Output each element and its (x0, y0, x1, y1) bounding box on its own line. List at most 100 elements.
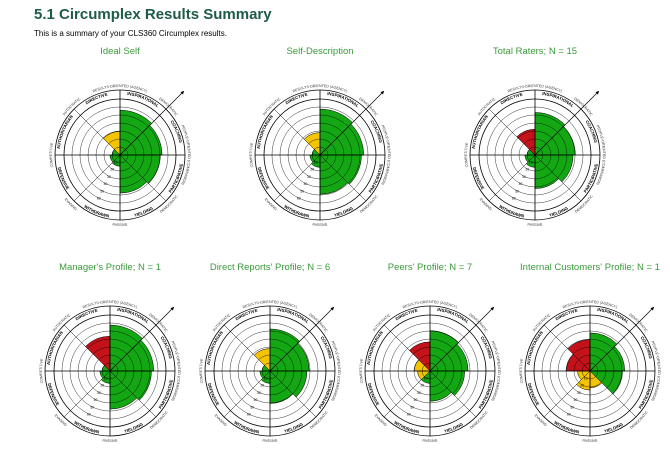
ring-label: 40 (104, 182, 108, 186)
ring-label: 60 (97, 197, 101, 201)
ring-label: 60 (512, 197, 516, 201)
circumplex-svg: INSPIRATIONALCOACHINGPARTICIPATIVEYIELDI… (199, 300, 341, 443)
ring-label: 10 (114, 160, 118, 164)
circumplex-svg: INSPIRATIONALCOACHINGPARTICIPATIVEYIELDI… (249, 84, 391, 227)
spoke-line (273, 108, 321, 156)
circumplex-svg: INSPIRATIONALCOACHINGPARTICIPATIVEYIELDI… (464, 84, 606, 227)
chart-title: Peers' Profile; N = 7 (387, 262, 473, 273)
ring-label: 50 (250, 405, 254, 409)
spoke-line (63, 324, 111, 372)
ring-label: 40 (574, 398, 578, 402)
direction-arrow (119, 90, 185, 156)
spoke-line (73, 154, 121, 202)
outer-label: COMPETITIVE (49, 142, 54, 168)
ring-label: 60 (87, 413, 91, 417)
octant-label: INSPIRATIONAL (597, 307, 630, 325)
circumplex-chart: Ideal Self INSPIRATIONAL COACHING PARTICIPA… (45, 46, 195, 246)
octant-label: INSPIRATIONAL (127, 91, 160, 109)
outer-label: COMPETITIVE (464, 142, 469, 168)
chart-title: Manager's Profile; N = 1 (59, 262, 161, 273)
outer-label: COMPETITIVE (519, 358, 524, 384)
direction-arrow (109, 306, 175, 372)
circumplex-chart: Peers' Profile; N = 7 INSPIRATIONAL COACHI… (355, 262, 505, 462)
spoke-line (383, 370, 431, 418)
spoke-line (109, 370, 157, 418)
outer-label: PASSIVE (102, 439, 118, 443)
circumplex-chart: Manager's Profile; N = 1 INSPIRATIONAL COA… (35, 262, 185, 462)
ring-label: 10 (584, 376, 588, 380)
spoke-line (119, 154, 167, 202)
direction-arrow (319, 90, 385, 156)
outer-label: COMPETITIVE (39, 358, 44, 384)
ring-label: 50 (300, 189, 304, 193)
ring-label: 20 (310, 168, 314, 172)
chart-title: Direct Reports' Profile; N = 6 (209, 262, 331, 273)
ring-label: 30 (107, 175, 111, 179)
page: 5.1 Circumplex Results Summary This is a… (34, 6, 661, 443)
chart-title: Total Raters; N = 15 (492, 46, 578, 57)
spoke-line (488, 154, 536, 202)
octant-label: INSPIRATIONAL (437, 307, 470, 325)
spoke-line (273, 154, 321, 202)
ring-label: 50 (410, 405, 414, 409)
circumplex-svg: INSPIRATIONALCOACHINGPARTICIPATIVEYIELDI… (519, 300, 661, 443)
octant-label: INSPIRATIONAL (277, 307, 310, 325)
spoke-line (223, 370, 271, 418)
ring-label: 30 (522, 175, 526, 179)
spoke-line (543, 370, 591, 418)
outer-label: COMPETITIVE (199, 358, 204, 384)
ring-label: 20 (260, 384, 264, 388)
octant-label: INSPIRATIONAL (117, 307, 150, 325)
wedge-directive (253, 348, 271, 372)
octant-label: INSPIRATIONAL (542, 91, 575, 109)
ring-label: 20 (100, 384, 104, 388)
outer-label: COMPETITIVE (249, 142, 254, 168)
outer-label: PASSIVE (262, 439, 278, 443)
ring-label: 10 (104, 376, 108, 380)
ring-label: 10 (424, 376, 428, 380)
wedge-directive (103, 131, 121, 156)
ring-label: 30 (97, 391, 101, 395)
ring-label: 20 (110, 168, 114, 172)
spoke-line (488, 108, 536, 156)
outer-label: PASSIVE (112, 223, 128, 227)
page-subtitle: This is a summary of your CLS360 Circump… (34, 29, 227, 38)
ring-label: 60 (407, 413, 411, 417)
circumplex-chart: Direct Reports' Profile; N = 6 INSPIRATIO… (195, 262, 345, 462)
ring-label: 10 (314, 160, 318, 164)
ring-label: 40 (254, 398, 258, 402)
ring-label: 60 (297, 197, 301, 201)
ring-label: 10 (264, 376, 268, 380)
outer-label: PASSIVE (422, 439, 438, 443)
direction-arrow (429, 306, 495, 372)
ring-label: 20 (580, 384, 584, 388)
chart-title: Internal Customers' Profile; N = 1 (520, 262, 660, 273)
spoke-line (319, 154, 367, 202)
ring-label: 50 (515, 189, 519, 193)
ring-label: 30 (417, 391, 421, 395)
ring-label: 20 (525, 168, 529, 172)
circumplex-chart: Total Raters; N = 15 INSPIRATIONAL COACHIN… (460, 46, 610, 246)
octant-label: INSPIRATIONAL (327, 91, 360, 109)
spoke-line (63, 370, 111, 418)
ring-label: 60 (247, 413, 251, 417)
ring-label: 40 (519, 182, 523, 186)
page-title: 5.1 Circumplex Results Summary (34, 6, 272, 23)
chart-title: Ideal Self (100, 46, 140, 57)
circumplex-chart: Internal Customers' Profile; N = 1 INSPIR… (515, 262, 665, 462)
ring-label: 20 (420, 384, 424, 388)
outer-label: COMPETITIVE (359, 358, 364, 384)
ring-label: 40 (304, 182, 308, 186)
ring-label: 10 (529, 160, 533, 164)
ring-label: 50 (100, 189, 104, 193)
ring-label: 50 (90, 405, 94, 409)
direction-arrow (534, 90, 600, 156)
ring-label: 60 (567, 413, 571, 417)
circumplex-svg: INSPIRATIONALCOACHINGPARTICIPATIVEYIELDI… (359, 300, 501, 443)
spoke-line (543, 324, 591, 372)
circumplex-svg: INSPIRATIONALCOACHINGPARTICIPATIVEYIELDI… (39, 300, 181, 443)
outer-label: PASSIVE (527, 223, 543, 227)
ring-label: 40 (414, 398, 418, 402)
wedge-directive (303, 132, 321, 156)
ring-label: 30 (577, 391, 581, 395)
